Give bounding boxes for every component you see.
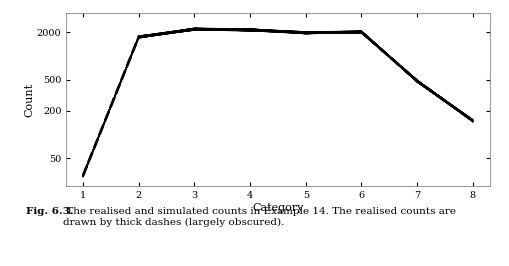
X-axis label: Category: Category (252, 203, 303, 213)
Text: Fig. 6.3.: Fig. 6.3. (25, 207, 73, 217)
Text: The realised and simulated counts in Example 14. The realised counts are
drawn b: The realised and simulated counts in Exa… (63, 207, 455, 227)
Y-axis label: Count: Count (24, 83, 34, 117)
